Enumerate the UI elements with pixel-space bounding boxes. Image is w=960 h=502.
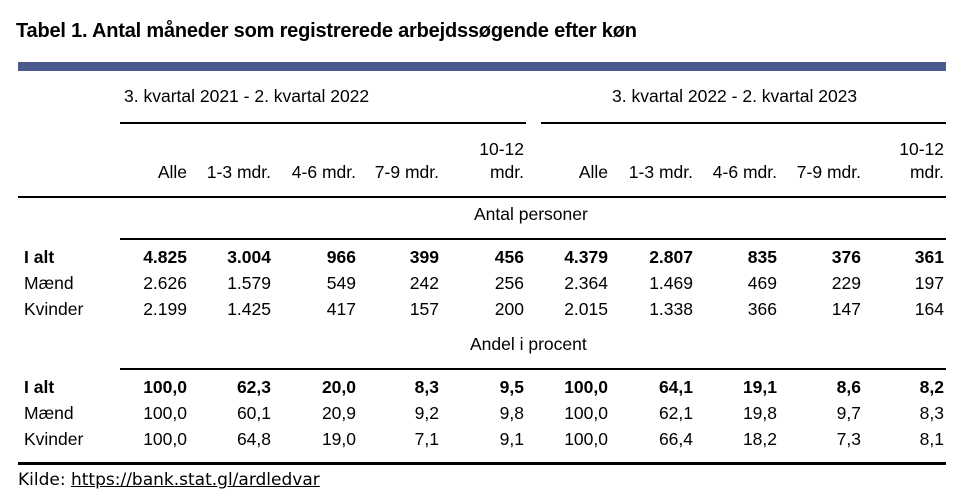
row-label: Kvinder [24, 429, 84, 449]
section-rule [120, 368, 946, 370]
source-label: Kilde: [18, 470, 66, 490]
table-cell: 19,8 [742, 403, 777, 423]
column-header: Alle [157, 162, 187, 182]
table-cell: 9,5 [499, 377, 524, 397]
table-cell: 8,2 [919, 377, 944, 397]
bottom-rule [18, 462, 946, 465]
table-cell: 966 [326, 247, 356, 267]
table-cell: 229 [831, 273, 861, 293]
table-cell: 9,8 [499, 403, 524, 423]
table-cell: 4.825 [143, 247, 187, 267]
table-cell: 456 [494, 247, 524, 267]
column-header: 1-3 mdr. [628, 162, 693, 182]
table-cell: 9,7 [836, 403, 861, 423]
table-cell: 100,0 [143, 377, 187, 397]
row-label: Mænd [24, 403, 74, 423]
table-cell: 19,1 [742, 377, 777, 397]
title-rule [18, 62, 946, 71]
column-header: 4-6 mdr. [712, 162, 777, 182]
table-cell: 2.807 [649, 247, 693, 267]
table-cell: 376 [831, 247, 861, 267]
section-label: Antal personer [474, 204, 588, 224]
table-cell: 62,1 [658, 403, 693, 423]
table-cell: 164 [914, 299, 944, 319]
table-cell: 60,1 [236, 403, 271, 423]
table-cell: 64,1 [658, 377, 693, 397]
table-cell: 469 [747, 273, 777, 293]
row-label: I alt [24, 377, 55, 397]
source-link[interactable]: https://bank.stat.gl/ardledvar [70, 470, 320, 490]
table-cell: 20,0 [321, 377, 356, 397]
table-cell: 9,2 [414, 403, 439, 423]
table-cell: 1.469 [649, 273, 693, 293]
period-underline-1 [120, 122, 526, 124]
table-cell: 147 [831, 299, 861, 319]
table-cell: 361 [914, 247, 944, 267]
table-cell: 399 [409, 247, 439, 267]
table-cell: 64,8 [236, 429, 271, 449]
table-cell: 100,0 [564, 429, 608, 449]
column-header: 7-9 mdr. [796, 162, 861, 182]
table-cell: 256 [494, 273, 524, 293]
column-header: 10-12 mdr. [479, 139, 524, 182]
table-cell: 366 [747, 299, 777, 319]
table-cell: 9,1 [499, 429, 524, 449]
table-cell: 2.199 [143, 299, 187, 319]
table-cell: 66,4 [658, 429, 693, 449]
table-cell: 4.379 [564, 247, 608, 267]
row-label: Mænd [24, 273, 74, 293]
section-label: Andel i procent [470, 334, 587, 354]
table-cell: 2.364 [564, 273, 608, 293]
table-cell: 100,0 [564, 377, 608, 397]
column-header: 1-3 mdr. [206, 162, 271, 182]
table-cell: 100,0 [143, 429, 187, 449]
table-cell: 157 [409, 299, 439, 319]
column-header: 4-6 mdr. [291, 162, 356, 182]
table-cell: 100,0 [143, 403, 187, 423]
row-label: Kvinder [24, 299, 84, 319]
table-cell: 2.015 [564, 299, 608, 319]
table-cell: 835 [747, 247, 777, 267]
table-cell: 1.338 [649, 299, 693, 319]
table-title: Tabel 1. Antal måneder som registrerede … [16, 20, 637, 42]
table-cell: 100,0 [564, 403, 608, 423]
table-cell: 7,3 [836, 429, 861, 449]
column-header: 10-12 mdr. [899, 139, 944, 182]
table-cell: 242 [409, 273, 439, 293]
table-cell: 7,1 [414, 429, 439, 449]
table-cell: 197 [914, 273, 944, 293]
table-cell: 417 [326, 299, 356, 319]
table-cell: 20,9 [321, 403, 356, 423]
table-cell: 8,3 [414, 377, 439, 397]
table-cell: 1.579 [227, 273, 271, 293]
table-cell: 1.425 [227, 299, 271, 319]
table-cell: 549 [326, 273, 356, 293]
column-header: Alle [578, 162, 608, 182]
column-header: 7-9 mdr. [374, 162, 439, 182]
table-cell: 8,6 [836, 377, 861, 397]
section-rule [120, 238, 946, 240]
table-cell: 2.626 [143, 273, 187, 293]
period-underline-2 [541, 122, 946, 124]
period-header-1: 3. kvartal 2021 - 2. kvartal 2022 [124, 86, 370, 106]
row-label: I alt [24, 247, 55, 267]
source-note: Kilde: https://bank.stat.gl/ardledvar [18, 470, 320, 490]
table-cell: 3.004 [227, 247, 271, 267]
table-cell: 8,3 [919, 403, 944, 423]
table-cell: 62,3 [236, 377, 271, 397]
period-header-2: 3. kvartal 2022 - 2. kvartal 2023 [612, 86, 858, 106]
table-cell: 19,0 [321, 429, 356, 449]
table-cell: 8,1 [919, 429, 944, 449]
table-cell: 200 [494, 299, 524, 319]
header-rule [18, 196, 946, 198]
table-cell: 18,2 [742, 429, 777, 449]
